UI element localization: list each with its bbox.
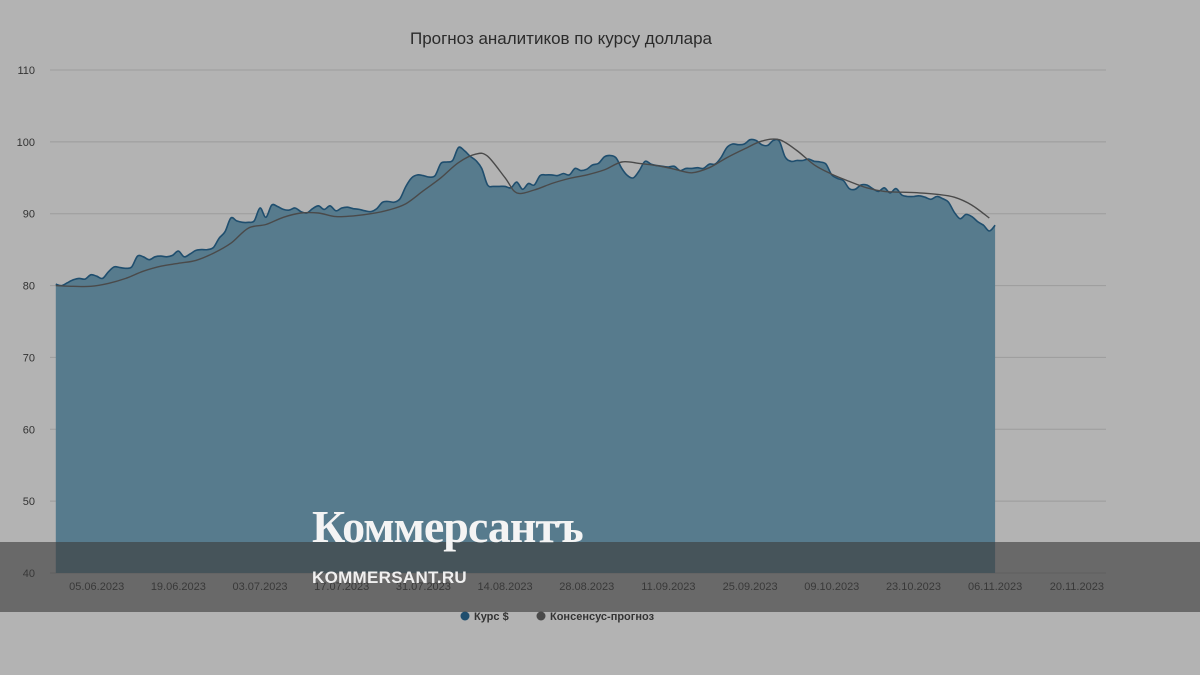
series-layer — [55, 138, 996, 573]
series-line-kurs — [55, 138, 996, 287]
series-line-consensus — [55, 138, 990, 288]
watermark-url: KOMMERSANT.RU — [312, 568, 468, 587]
legend-marker-0 — [460, 611, 470, 621]
legend-label-0: Курс $ — [474, 611, 509, 623]
legend: Курс $ Консенсус-прогноз — [460, 611, 655, 623]
y-axis: 405060708090100110 — [17, 65, 35, 580]
y-tick-label: 90 — [23, 209, 35, 221]
legend-marker-1 — [536, 611, 546, 621]
y-tick-label: 110 — [17, 65, 35, 77]
y-tick-label: 80 — [23, 281, 35, 293]
y-tick-label: 60 — [23, 424, 35, 436]
watermark-band — [0, 542, 1200, 612]
watermark-brand: Коммерсантъ — [312, 501, 584, 552]
legend-label-1: Консенсус-прогноз — [550, 611, 655, 623]
y-tick-label: 50 — [23, 496, 35, 508]
y-tick-label: 70 — [23, 352, 35, 364]
y-tick-label: 100 — [17, 137, 35, 149]
chart-title: Прогноз аналитиков по курсу доллара — [410, 29, 713, 48]
series-area-kurs — [55, 139, 996, 573]
